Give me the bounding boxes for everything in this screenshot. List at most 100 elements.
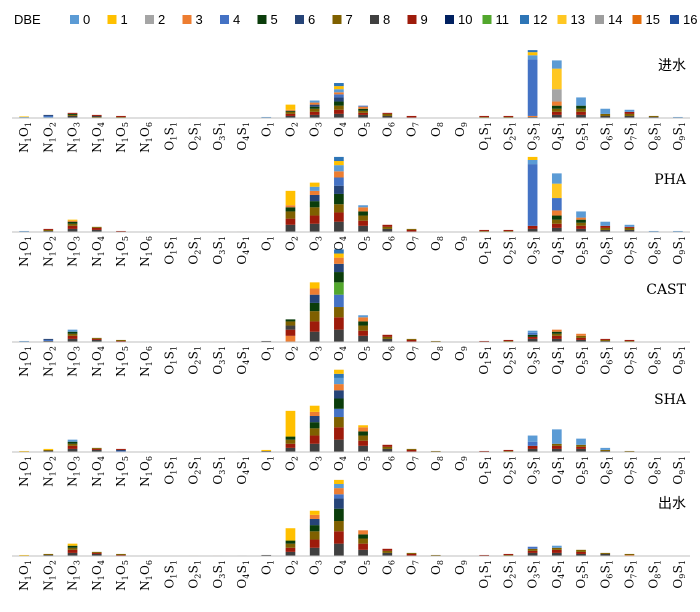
tick-label: O1 S1 [162,122,178,151]
svg-text:N1 O2: N1 O2 [41,122,57,153]
bar-segment-O3-dbe-1 [309,182,320,187]
svg-text:O5 S1: O5 S1 [574,456,590,485]
svg-text:O4 S1: O4 S1 [235,122,251,151]
tick-label: O4 S1 [550,456,566,485]
tick-label: O5 [356,456,372,471]
bar-segment-O3S1-dbe-4 [527,59,538,116]
tick-label: O6 [380,456,396,471]
bar-segment-O7-dbe-7 [406,448,417,450]
bar-segment-O5-dbe-5 [358,431,368,436]
bar-segment-N1O4-dbe-8 [91,553,102,556]
bar-segment-N1O3-dbe-8 [67,228,78,232]
bar-segment-O3-dbe-9 [309,539,320,548]
tick-label: O2 S1 [501,346,517,375]
bar-segment-O3-dbe-9 [309,111,320,115]
svg-text:N1 O5: N1 O5 [114,236,130,267]
bar-segment-O4S1-dbe-8 [551,227,562,232]
svg-text:O2 S1: O2 S1 [187,122,203,151]
bar-segment-N1O5-dbe-7 [116,339,126,341]
bar-segment-O2S1-dbe-7 [503,116,514,118]
tick-label: N1 O4 [90,346,106,377]
bar-segment-O5-dbe-3 [358,106,368,109]
bar-segment-O3S1-dbe-8 [527,448,538,452]
bar-segment-O5S1-dbe-8 [576,448,586,452]
bar-segment-N1O2-dbe-7 [43,229,54,231]
bar-segment-O2-dbe-3 [285,109,296,111]
bar-segment-O4S1-dbe-9 [551,223,562,228]
bar-segment-O2-dbe-7 [285,211,296,219]
tick-label: O6 [380,122,396,137]
bar-segment-O4S1-dbe-9 [551,111,562,115]
bar-segment-O4S1-dbe-5 [551,215,562,220]
tick-label: O2 S1 [501,560,517,589]
tick-label: N1 O2 [41,456,57,487]
bar-segment-O5-dbe-1 [358,425,368,428]
panel-title: 出水 [658,496,686,512]
bar-segment-O2-dbe-7 [285,439,296,444]
bar-segment-N1O2-dbe-4 [43,115,54,117]
bar-segment-N1O2-dbe-8 [43,230,54,232]
bar-segment-O5S1-dbe-8 [576,553,586,556]
svg-text:O8 S1: O8 S1 [647,560,663,589]
bar-segment-O9S1-dbe-0 [673,116,683,118]
bar-segment-O2-dbe-3 [285,335,296,342]
bar-segment-N1O1-dbe-0 [19,116,29,118]
bar-segment-O3-dbe-5 [309,422,320,429]
bar-segment-O3-dbe-1 [309,510,320,515]
bar-segment-O8S1-dbe-7 [648,115,659,117]
svg-text:O7: O7 [405,560,421,575]
svg-text:O1 S1: O1 S1 [162,346,178,375]
bar-segment-O4S1-dbe-9 [551,549,562,553]
tick-label: N1 O6 [138,456,154,487]
svg-text:N1 O3: N1 O3 [66,236,82,267]
bar-segment-N1O3-dbe-7 [67,114,78,116]
bar-segment-O4S1-dbe-7 [551,547,562,550]
panel-3: SHA N1 O1 N1 O2 N1 O3 N1 O4 N1 O5 N1 O6 O… [12,369,690,487]
svg-text:O4: O4 [332,560,348,575]
bar-segment-O3-dbe-8 [309,547,320,556]
legend: DBE 0 1 2 3 4 5 6 7 8 9 10 11 12 13 14 15 16 [14,12,697,27]
svg-text:O3 S1: O3 S1 [211,122,227,151]
bar-segment-O3-dbe-7 [309,531,320,540]
legend-entry-dbe-4: 4 [220,12,240,27]
svg-text:O1 S1: O1 S1 [477,560,493,589]
bar-segment-O4-dbe-7 [334,417,344,428]
svg-text:O1: O1 [259,346,275,361]
bar-segment-N1O4-dbe-9 [91,114,102,116]
tick-label: O2 [283,346,299,361]
tick-label: O3 S1 [526,122,542,151]
bar-segment-O3-dbe-5 [309,106,320,109]
svg-text:O4 S1: O4 S1 [235,560,251,589]
tick-label: N1 O1 [17,560,33,591]
tick-label: O5 [356,122,372,137]
bar-segment-O5S1-dbe-0 [576,438,586,445]
bar-segment-N1O4-dbe-7 [91,447,102,449]
svg-text:O7: O7 [405,346,421,361]
bar-segment-O1-dbe-8 [261,450,272,452]
bar-segment-N1O4-dbe-8 [91,229,102,232]
svg-text:N1 O5: N1 O5 [114,122,130,153]
bar-segment-O2S1-dbe-9 [503,115,514,117]
bar-segment-N1O3-dbe-5 [67,331,78,334]
panel-title: CAST [646,282,686,298]
bar-segment-O5-dbe-9 [358,220,368,226]
svg-text:N1 O2: N1 O2 [41,346,57,377]
bar-segment-O4-dbe-11 [334,282,344,295]
bar-segment-O2-dbe-1 [285,104,296,110]
bar-segment-O3S1-dbe-8 [527,338,538,342]
legend-swatch [407,15,417,24]
legend-label: 13 [571,12,585,27]
svg-text:O8: O8 [429,456,445,471]
bar-segment-O3-dbe-3 [309,102,320,105]
svg-text:O9 S1: O9 S1 [671,122,687,151]
bar-segment-O1S1-dbe-9 [479,115,490,117]
bar-segment-O6-dbe-9 [382,444,393,447]
svg-text:O3 S1: O3 S1 [211,236,227,265]
bar-segment-O2-dbe-3 [285,205,296,208]
bar-segment-O2S1-dbe-7 [503,230,514,232]
svg-text:O4: O4 [332,456,348,471]
bar-segment-O3-dbe-6 [309,104,320,107]
svg-text:N1 O6: N1 O6 [138,236,154,267]
svg-text:O8: O8 [429,236,445,251]
bar-segment-O5-dbe-8 [358,225,368,232]
